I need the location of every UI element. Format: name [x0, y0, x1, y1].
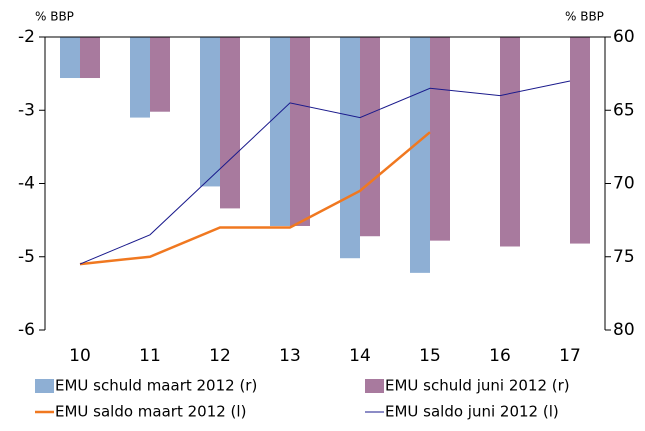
bar [570, 37, 590, 244]
y2-tick-label: 65 [613, 100, 635, 120]
y2-axis-label: % BBP [565, 10, 604, 24]
legend-label: EMU schuld maart 2012 (r) [55, 377, 257, 395]
bar [290, 37, 310, 226]
bar [500, 37, 520, 247]
x-tick-label: 17 [559, 346, 581, 366]
y2-tick-label: 60 [613, 27, 635, 47]
y-tick-label: -3 [18, 100, 35, 120]
bar [130, 37, 150, 118]
bar [60, 37, 80, 79]
legend-label: EMU schuld juni 2012 (r) [385, 377, 570, 395]
y2-tick-label: 80 [613, 320, 635, 340]
legend-label: EMU saldo maart 2012 (l) [55, 403, 246, 421]
x-tick-label: 15 [419, 346, 441, 366]
y-tick-label: -2 [18, 27, 35, 47]
bar [340, 37, 360, 259]
y2-tick-label: 70 [613, 174, 635, 194]
x-tick-label: 13 [279, 346, 301, 366]
legend-swatch [365, 379, 384, 393]
x-tick-label: 16 [489, 346, 511, 366]
bar [410, 37, 430, 273]
y2-tick-label: 75 [613, 247, 635, 267]
y-tick-label: -4 [18, 174, 35, 194]
y-axis-label: % BBP [35, 10, 74, 24]
bar [430, 37, 450, 241]
bar [150, 37, 170, 112]
x-tick-label: 11 [139, 346, 161, 366]
y-tick-label: -6 [18, 320, 35, 340]
bar [220, 37, 240, 209]
line [79, 131, 431, 266]
bar [270, 37, 290, 226]
y-tick-label: -5 [18, 247, 35, 267]
x-tick-label: 12 [209, 346, 231, 366]
x-tick-label: 14 [349, 346, 371, 366]
line [79, 80, 571, 265]
bar [80, 37, 100, 79]
bar [200, 37, 220, 187]
legend-label: EMU saldo juni 2012 (l) [385, 403, 559, 421]
legend-swatch [35, 379, 54, 393]
x-tick-label: 10 [69, 346, 91, 366]
bar [360, 37, 380, 237]
